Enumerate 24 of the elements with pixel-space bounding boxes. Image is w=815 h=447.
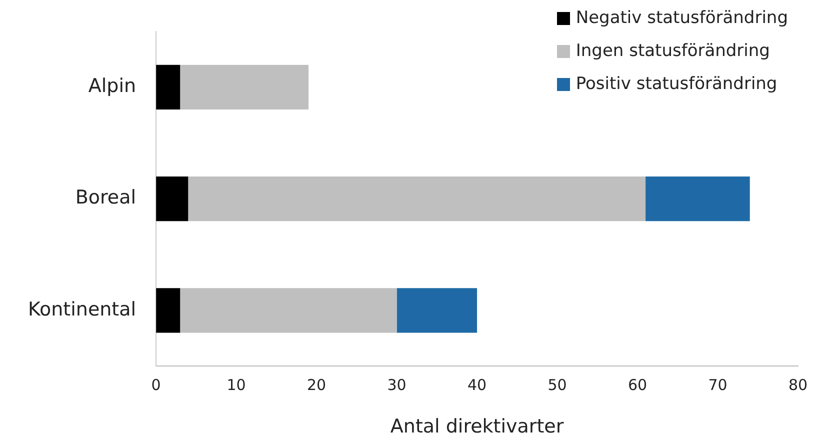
bar (156, 288, 180, 333)
y-tick-label: Boreal (75, 186, 136, 209)
bar (180, 288, 397, 333)
x-tick-label: 70 (708, 376, 728, 394)
y-tick-label: Kontinental (28, 298, 136, 320)
bar (156, 176, 188, 222)
x-tick-label: 40 (467, 376, 487, 394)
bar (396, 288, 478, 333)
y-tick-label: Alpin (88, 75, 136, 98)
x-axis-title: Antal direktivarter (390, 416, 564, 438)
bar (156, 64, 180, 110)
bar (646, 176, 750, 222)
bar (180, 64, 309, 110)
legend-label: Positiv statusförändring (576, 74, 778, 94)
x-tick-label: 60 (628, 376, 648, 394)
x-tick-label: 30 (387, 376, 406, 394)
legend-label: Negativ statusförändring (576, 8, 788, 28)
x-tick-label: 10 (226, 376, 246, 394)
x-tick-label: 80 (788, 376, 808, 394)
x-tick-label: 50 (548, 376, 567, 394)
legend-label: Ingen statusförändring (576, 41, 770, 61)
x-tick-label: 20 (306, 376, 326, 394)
bar (188, 176, 646, 222)
x-tick-label: 0 (151, 376, 161, 394)
